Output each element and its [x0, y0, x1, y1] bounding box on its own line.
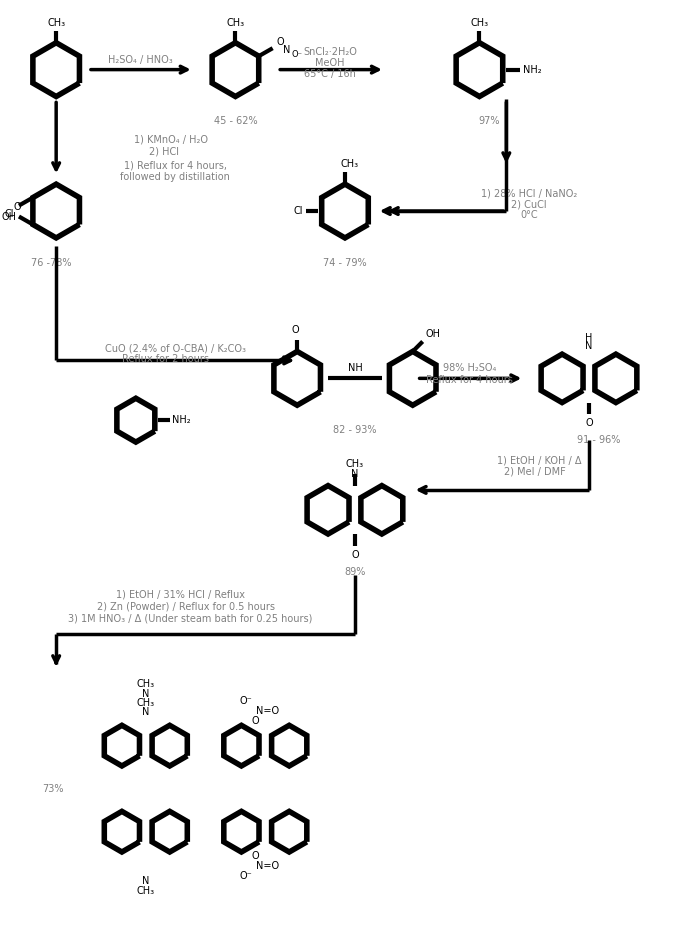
Text: NH: NH [348, 364, 362, 374]
Text: CH₃: CH₃ [346, 459, 364, 469]
Text: 91 - 96%: 91 - 96% [577, 435, 621, 445]
Text: O: O [13, 202, 20, 212]
Text: MeOH: MeOH [315, 57, 345, 68]
Text: O⁻: O⁻ [239, 696, 252, 706]
Text: 2) MeI / DMF: 2) MeI / DMF [504, 467, 566, 477]
Text: 74 - 79%: 74 - 79% [323, 258, 367, 268]
Text: N=O: N=O [256, 861, 279, 871]
Text: Cl: Cl [4, 208, 14, 218]
Text: H: H [585, 332, 593, 342]
Text: H₂SO₄ / HNO₃: H₂SO₄ / HNO₃ [108, 55, 173, 65]
Text: N: N [142, 708, 149, 717]
Text: O: O [585, 418, 593, 428]
Text: N=O: N=O [256, 706, 279, 716]
Text: CuO (2.4% of O-CBA) / K₂CO₃: CuO (2.4% of O-CBA) / K₂CO₃ [105, 343, 246, 353]
Text: 2) HCl: 2) HCl [149, 146, 179, 156]
Text: 97%: 97% [479, 117, 500, 127]
Text: CH₃: CH₃ [341, 159, 359, 169]
Text: N: N [585, 341, 593, 352]
Text: 76 -78%: 76 -78% [31, 258, 72, 268]
Text: 1) Reflux for 4 hours,: 1) Reflux for 4 hours, [124, 160, 227, 170]
Text: 1) 28% HCl / NaNO₂: 1) 28% HCl / NaNO₂ [481, 188, 578, 198]
Text: O: O [277, 37, 284, 47]
Text: Reflux for 2 hours: Reflux for 2 hours [122, 354, 209, 364]
Text: N: N [351, 469, 359, 478]
Text: followed by distillation: followed by distillation [120, 172, 230, 182]
Text: O⁻: O⁻ [291, 50, 302, 58]
Text: NH₂: NH₂ [523, 65, 542, 75]
Text: N: N [142, 689, 149, 699]
Text: 45 - 62%: 45 - 62% [213, 117, 257, 127]
Text: CH₃: CH₃ [47, 18, 65, 28]
Text: Reflux for 4 hours: Reflux for 4 hours [426, 376, 513, 386]
Text: CH₃: CH₃ [136, 886, 155, 896]
Text: O: O [252, 716, 259, 726]
Text: CH₃: CH₃ [471, 18, 488, 28]
Text: 82 - 93%: 82 - 93% [333, 426, 376, 435]
Text: N: N [142, 876, 149, 886]
Text: N: N [283, 45, 291, 56]
Text: O: O [351, 550, 359, 560]
Text: CH₃: CH₃ [136, 697, 155, 708]
Text: 65°C / 16h: 65°C / 16h [304, 68, 356, 79]
Text: CH₃: CH₃ [226, 18, 244, 28]
Text: O: O [291, 325, 299, 335]
Text: SnCl₂·2H₂O: SnCl₂·2H₂O [303, 46, 357, 56]
Text: 2) CuCl: 2) CuCl [512, 199, 547, 209]
Text: 89%: 89% [344, 566, 366, 576]
Text: 1) EtOH / 31% HCl / Reflux: 1) EtOH / 31% HCl / Reflux [116, 589, 245, 599]
Text: Cl: Cl [293, 206, 303, 216]
Text: 73%: 73% [42, 783, 64, 794]
Text: OH: OH [425, 328, 440, 339]
Text: OH: OH [1, 212, 16, 221]
Text: 3) 1M HNO₃ / Δ (Under steam bath for 0.25 hours): 3) 1M HNO₃ / Δ (Under steam bath for 0.2… [68, 613, 313, 623]
Text: CH₃: CH₃ [136, 679, 155, 689]
Text: 98% H₂SO₄: 98% H₂SO₄ [443, 364, 496, 374]
Text: 1) KMnO₄ / H₂O: 1) KMnO₄ / H₂O [134, 134, 208, 144]
Text: O⁻: O⁻ [239, 871, 252, 882]
Text: 1) EtOH / KOH / Δ: 1) EtOH / KOH / Δ [497, 455, 582, 465]
Text: 0°C: 0°C [520, 210, 538, 220]
Text: O: O [252, 851, 259, 861]
Text: 2) Zn (Powder) / Reflux for 0.5 hours: 2) Zn (Powder) / Reflux for 0.5 hours [97, 601, 275, 611]
Text: NH₂: NH₂ [173, 415, 191, 426]
